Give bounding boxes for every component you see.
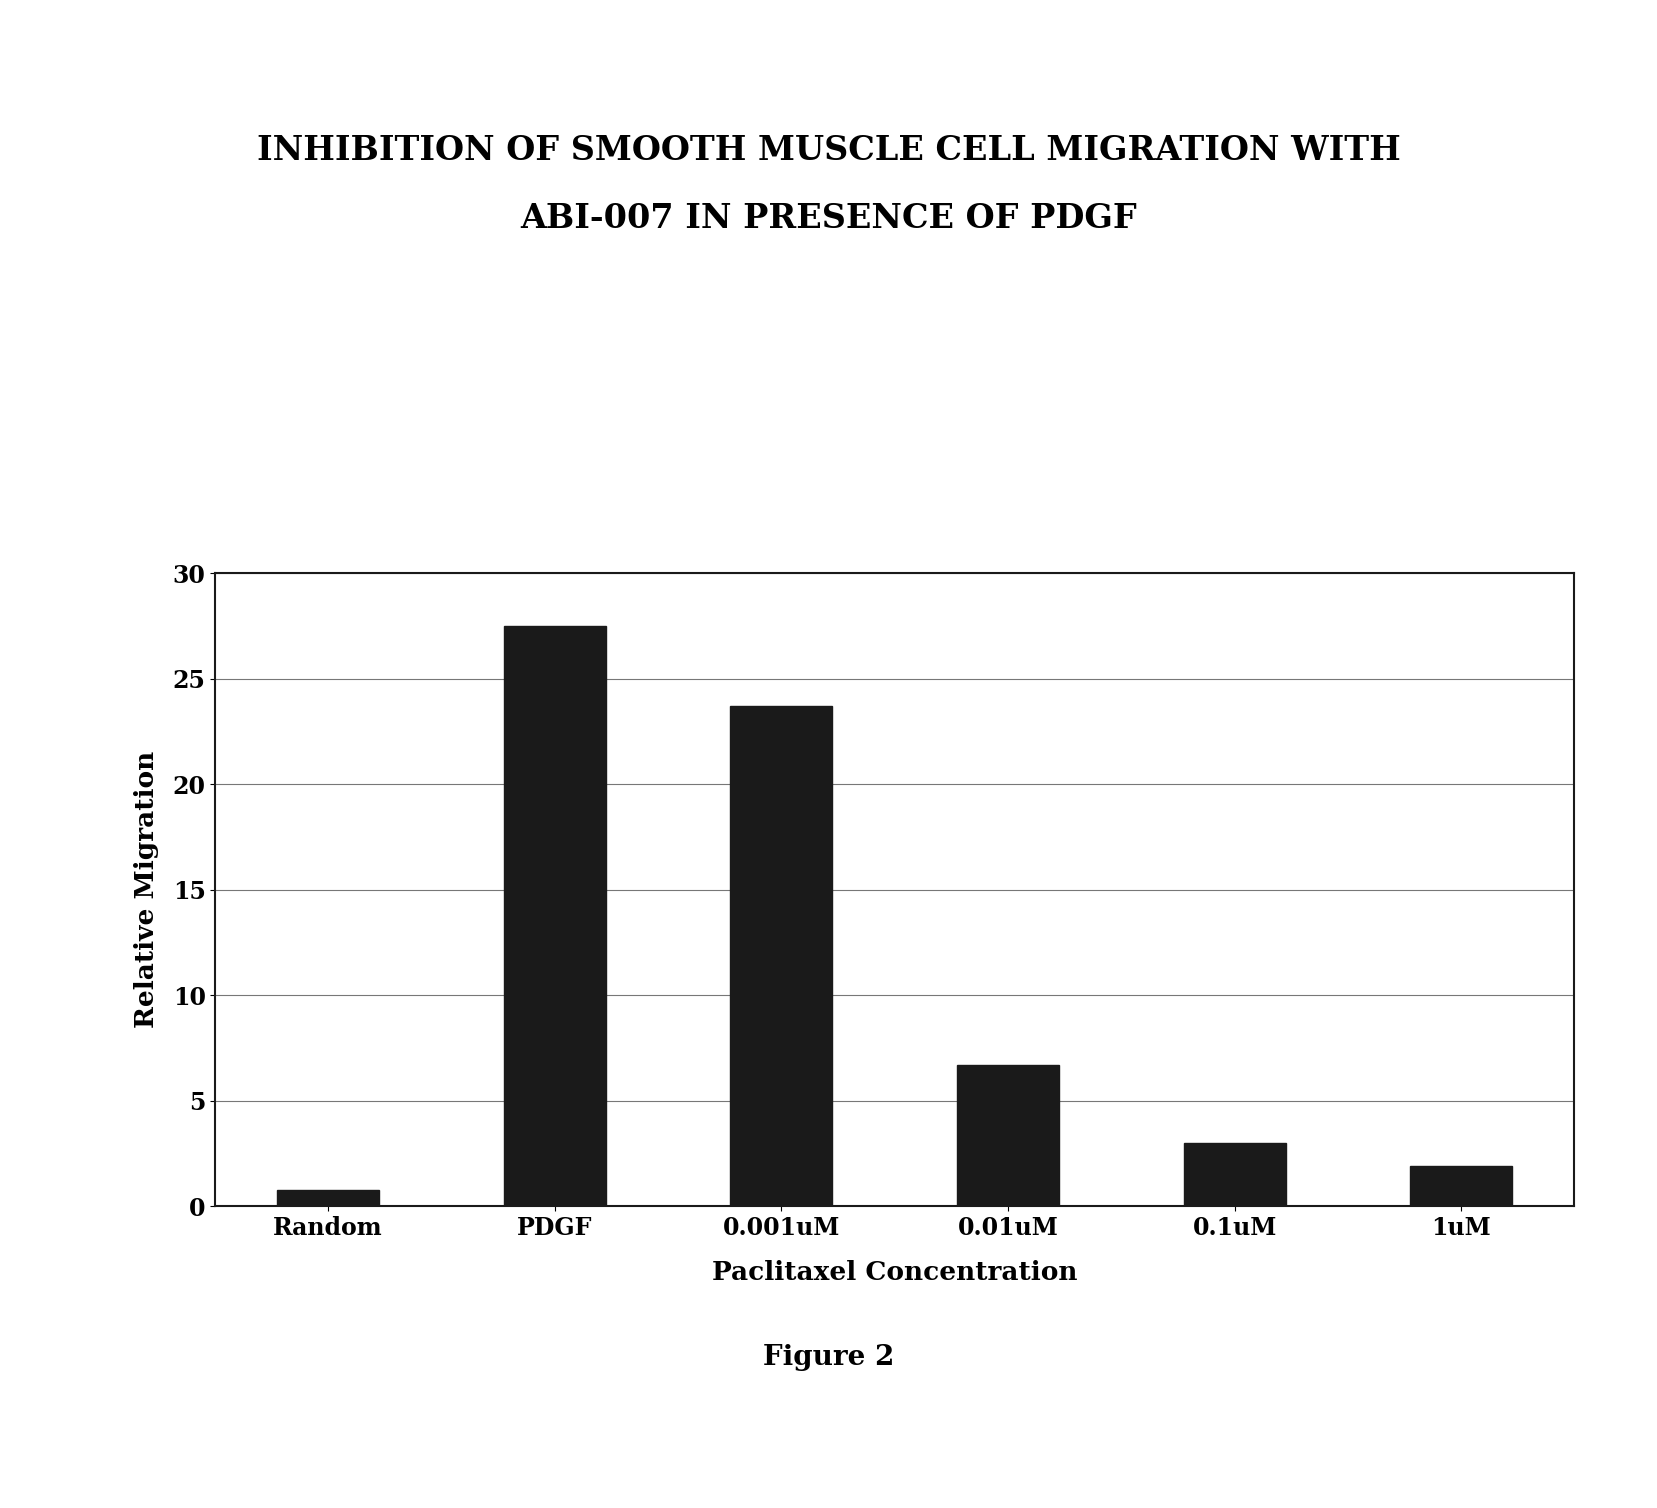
Bar xyxy=(1183,1143,1286,1206)
X-axis label: Paclitaxel Concentration: Paclitaxel Concentration xyxy=(713,1259,1077,1285)
Bar xyxy=(1410,1166,1513,1206)
Text: INHIBITION OF SMOOTH MUSCLE CELL MIGRATION WITH: INHIBITION OF SMOOTH MUSCLE CELL MIGRATI… xyxy=(257,134,1400,167)
Text: Figure 2: Figure 2 xyxy=(762,1344,895,1371)
Bar xyxy=(277,1190,379,1206)
Bar xyxy=(958,1065,1059,1206)
Bar xyxy=(504,626,606,1206)
Text: ABI-007 IN PRESENCE OF PDGF: ABI-007 IN PRESENCE OF PDGF xyxy=(520,202,1137,235)
Y-axis label: Relative Migration: Relative Migration xyxy=(134,751,159,1028)
Bar xyxy=(731,706,832,1206)
